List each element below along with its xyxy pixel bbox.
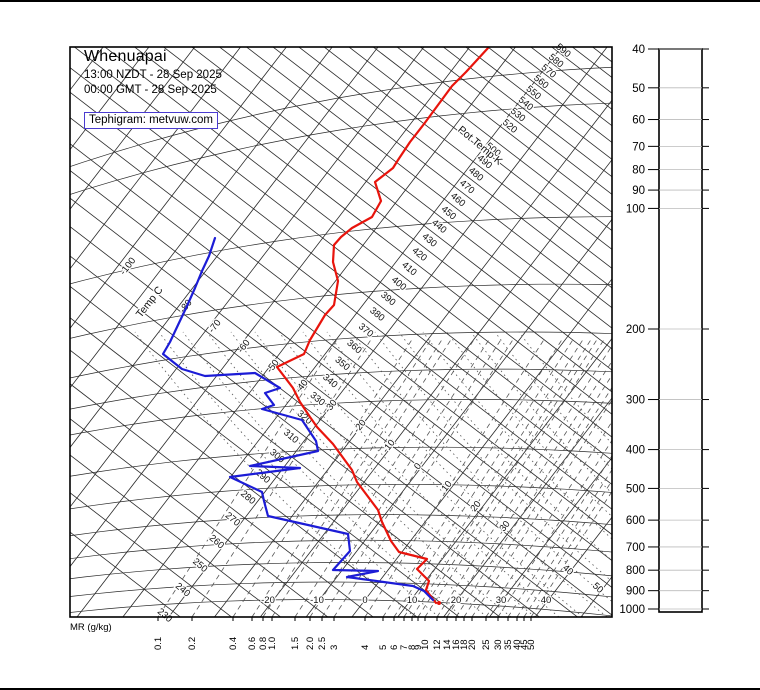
pressure-tick-label: 70 [632,141,645,153]
svg-text:0: 0 [412,461,424,472]
mr-tick-label: 0.2 [187,637,198,650]
bottom-border [0,688,760,690]
pressure-tick-label: 400 [626,445,645,457]
svg-text:370: 370 [356,321,375,340]
mr-tick-label: 45 [519,639,530,650]
mr-tick-label: 2.5 [317,637,328,650]
pressure-tick-label: 40 [632,44,645,56]
pressure-tick-label: 200 [626,324,645,336]
pressure-tick-label: 700 [626,542,645,554]
mr-tick-label: 10 [420,639,431,650]
mr-tick-label: 50 [526,639,537,650]
mr-tick-label: 40 [512,639,523,650]
svg-text:300: 300 [267,447,286,466]
pressure-tick-label: 80 [632,165,645,177]
svg-text:310: 310 [281,427,300,446]
mr-tick-label: 35 [503,639,514,650]
mr-tick-label: 12 [432,639,443,650]
svg-text:260: 260 [207,533,226,552]
svg-text:40: 40 [560,563,575,578]
pressure-tick-label: 1000 [619,604,645,616]
pressure-tick-label: 100 [626,203,645,215]
svg-text:-60: -60 [235,338,252,356]
svg-text:390: 390 [378,290,397,309]
chart-header: Whenuapai 13:00 NZDT - 28 Sep 2025 00:00… [84,48,222,96]
temperature-curve [275,47,490,605]
svg-text:30: 30 [496,595,507,606]
svg-text:380: 380 [367,305,386,324]
mr-tick-label: 25 [481,639,492,650]
mr-tick-label: 9 [413,645,424,650]
gmt-time-label: 00:00 GMT - 28 Sep 2025 [84,84,217,96]
svg-text:10: 10 [439,479,454,494]
svg-text:-10: -10 [310,595,324,606]
svg-text:Temp C: Temp C [134,284,166,320]
svg-text:230: 230 [155,606,174,625]
mr-tick-label: 18 [459,639,470,650]
svg-text:460: 460 [448,191,467,210]
pressure-tick-label: 50 [632,83,645,95]
svg-text:20: 20 [451,595,462,606]
pressure-tick-label: 500 [626,483,645,495]
svg-text:0: 0 [362,595,367,606]
mr-tick-label: 5 [378,645,389,650]
svg-text:250: 250 [190,556,209,575]
svg-text:-100: -100 [118,256,138,278]
pressure-tick-label: 300 [626,395,645,407]
mr-tick-label: 2.0 [305,637,316,650]
mr-tick-label: 20 [467,639,478,650]
svg-text:350: 350 [333,355,352,374]
plot-border [69,46,613,618]
svg-text:50: 50 [590,581,605,596]
svg-text:360: 360 [344,338,363,357]
mr-tick-label: 4 [360,645,371,650]
svg-text:240: 240 [173,581,192,600]
mr-tick-label: 16 [451,639,462,650]
dewpoint-curve [161,236,435,602]
mr-tick-label: 7 [399,645,410,650]
surface-point-marker [437,601,441,605]
mr-tick-label: 0.8 [258,637,269,650]
metvuw-link[interactable]: Tephigram: metvuw.com [84,112,218,129]
pressure-axis: 40 50 60 70 80 90 100 200 300 400 500 600 700 800 900 1… [619,44,709,616]
svg-text:20: 20 [468,499,483,514]
pressure-tick-label: 600 [626,515,645,527]
pressure-tick-label: 90 [632,185,645,197]
svg-text:-20: -20 [261,595,275,606]
mr-tick-label: 3 [329,645,340,650]
mr-tick-label: 8 [407,645,418,650]
station-title: Whenuapai [84,48,167,65]
local-time-label: 13:00 NZDT - 28 Sep 2025 [84,69,222,81]
saturated-adiabats [134,331,612,617]
svg-text:450: 450 [439,204,458,223]
mr-tick-label: 0.6 [247,637,258,650]
mr-axis: MR (g/kg)0.1 0.2 0.4 0.6 0.81.0 1.5 2.0 2.5 3 4 5 6… [70,617,537,650]
svg-text:430: 430 [420,231,439,250]
svg-text:440: 440 [429,217,448,236]
mr-tick-label: 1.0 [267,637,278,650]
svg-text:30: 30 [497,519,512,534]
sounding-curves [161,47,490,605]
svg-text:-70: -70 [206,318,223,336]
svg-text:10: 10 [407,595,418,606]
mr-tick-label: 30 [493,639,504,650]
svg-text:-10: -10 [380,438,397,456]
pressure-tick-label: 900 [626,586,645,598]
mr-tick-label: 0.1 [153,637,164,650]
mr-tick-label: 14 [442,639,453,650]
pressure-tick-label: 800 [626,565,645,577]
mr-tick-label: 0.4 [228,637,239,650]
top-border [0,0,760,2]
mr-tick-label: 6 [389,645,400,650]
svg-text:290: 290 [253,467,272,486]
mr-axis-title: MR (g/kg) [70,622,112,633]
svg-text:40: 40 [541,595,552,606]
svg-text:280: 280 [238,488,257,507]
mr-tick-label: 1.5 [290,637,301,650]
pressure-tick-label: 60 [632,115,645,127]
